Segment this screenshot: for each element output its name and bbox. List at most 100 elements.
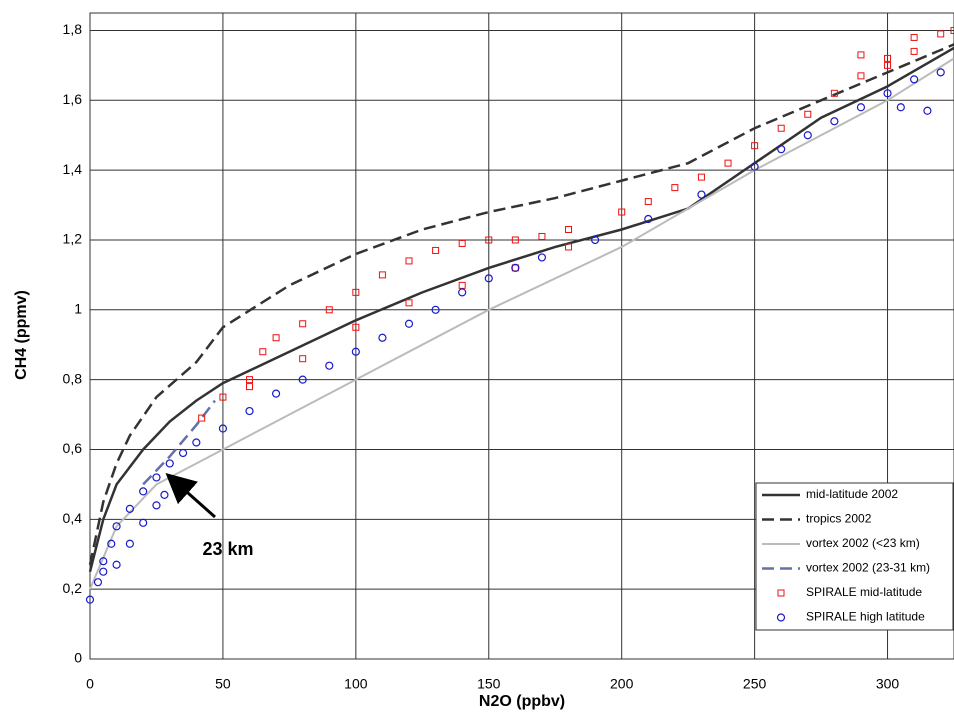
point (511, 236, 519, 244)
x-tick-label: 250 (743, 676, 767, 692)
point (485, 236, 493, 244)
y-tick-label: 1,4 (63, 161, 83, 177)
x-tick-label: 0 (86, 676, 94, 692)
point (299, 355, 307, 363)
point (378, 333, 387, 342)
point (591, 235, 600, 245)
point (750, 162, 759, 171)
point (644, 198, 652, 206)
y-tick-label: 0,2 (63, 580, 83, 596)
point (139, 518, 148, 527)
legend-label: SPIRALE mid-latitude (806, 585, 922, 599)
x-tick-label: 150 (477, 676, 501, 692)
point (352, 323, 360, 331)
series-line (142, 399, 216, 486)
x-tick-label: 100 (344, 676, 368, 692)
point (198, 414, 206, 422)
point (432, 246, 440, 254)
point (697, 190, 706, 199)
y-axis-title: CH4 (ppmv) (13, 290, 30, 380)
point (272, 334, 280, 342)
point (830, 117, 839, 126)
annotation: 23 km (202, 539, 253, 559)
point (884, 61, 892, 69)
legend-box (755, 482, 954, 631)
legend-label: vortex 2002 (23-31 km) (806, 561, 930, 575)
point (352, 288, 360, 296)
point (99, 557, 108, 566)
x-tick-label: 200 (610, 676, 634, 692)
annotation-arrow (165, 473, 216, 519)
point (219, 393, 227, 401)
point (883, 89, 892, 98)
point (803, 131, 812, 140)
y-tick-label: 1,8 (63, 21, 83, 37)
plot-area: 0 0,2 0,4 0,6 0,8 1 1,2 1,4 1,6 1,8 0 50 100 150 200 25… (63, 12, 954, 692)
point (830, 89, 838, 97)
x-tick-label: 50 (215, 676, 231, 692)
point (950, 26, 954, 34)
point (724, 159, 732, 167)
point (178, 448, 188, 458)
point (644, 214, 653, 224)
point (910, 75, 919, 84)
point (484, 274, 493, 283)
point (325, 306, 333, 314)
x-axis-title: N2O (ppbv) (479, 693, 565, 710)
point (777, 145, 786, 154)
legend-label: SPIRALE high latitude (806, 610, 925, 624)
point (259, 348, 267, 356)
point (218, 424, 228, 433)
point (152, 473, 161, 482)
point (404, 319, 414, 328)
legend-swatch (776, 613, 786, 622)
point (777, 124, 785, 132)
point (804, 110, 812, 118)
point (431, 305, 440, 314)
point (671, 184, 679, 192)
plot-border (89, 12, 954, 660)
point (618, 208, 626, 216)
legend: mid-latitude 2002 tropics 2002 vortex 2002… (755, 482, 954, 631)
series-line (88, 46, 954, 573)
point (751, 142, 759, 150)
point (565, 243, 573, 251)
y-tick-label: 0 (74, 650, 82, 666)
point (192, 438, 201, 447)
point (112, 522, 121, 531)
x-tick-label: 300 (876, 676, 900, 692)
legend-label: vortex 2002 (<23 km) (806, 536, 920, 550)
point (936, 68, 945, 77)
point (245, 406, 254, 416)
point (458, 288, 467, 297)
y-tick-label: 1 (74, 301, 82, 317)
point (857, 72, 865, 80)
point (405, 299, 413, 307)
point (937, 30, 945, 38)
y-tick-label: 1,6 (63, 91, 83, 107)
y-tick-label: 1,2 (63, 231, 83, 247)
legend-label: mid-latitude 2002 (806, 487, 898, 501)
point (378, 271, 386, 279)
point (160, 490, 169, 499)
point (884, 54, 892, 62)
y-tick-label: 0,8 (63, 370, 83, 386)
series-line (88, 43, 954, 565)
point (458, 281, 466, 289)
point (405, 257, 413, 265)
point (351, 347, 360, 356)
point (112, 560, 121, 569)
point (325, 361, 334, 370)
point (99, 567, 108, 576)
point (458, 239, 466, 247)
point (246, 383, 254, 391)
point (107, 539, 116, 548)
point (271, 389, 281, 398)
point (93, 578, 103, 587)
point (697, 173, 705, 181)
point (125, 504, 134, 513)
point (85, 595, 95, 604)
point (165, 459, 174, 468)
legend-swatch (777, 589, 785, 597)
